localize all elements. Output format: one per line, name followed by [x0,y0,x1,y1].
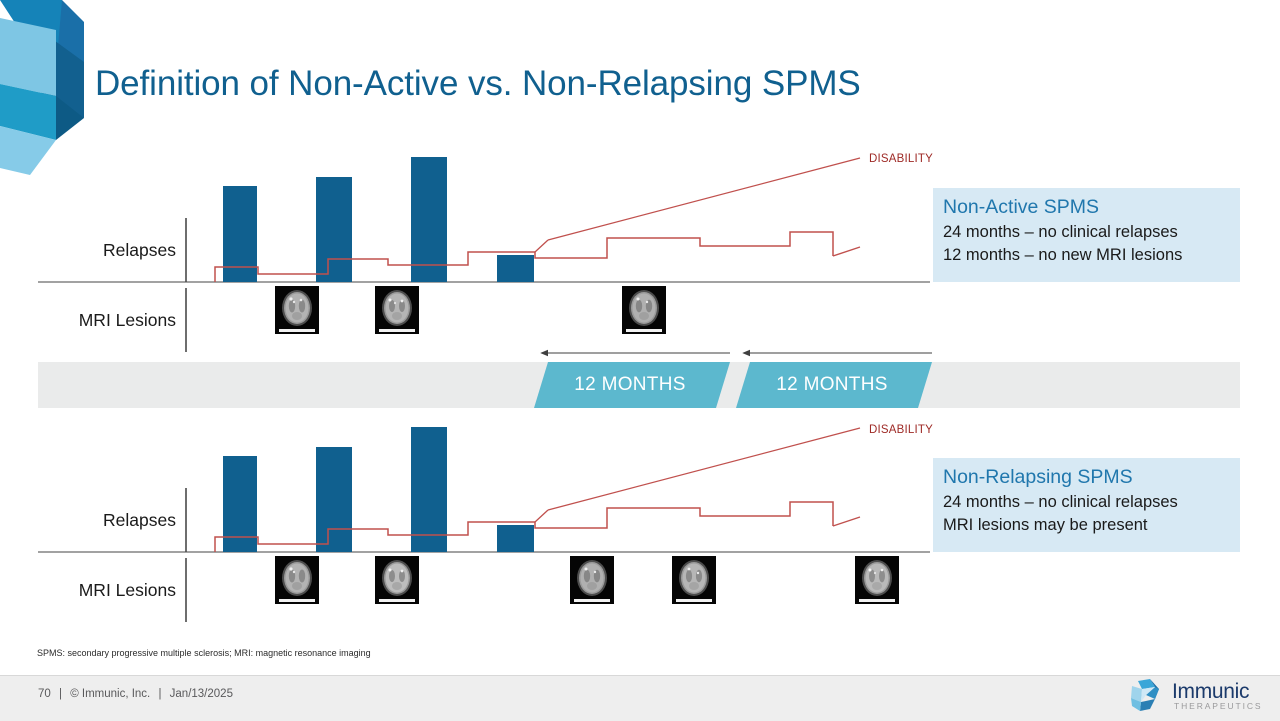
footer-separator: | [158,688,162,700]
mri-thumbnail[interactable] [275,556,319,604]
info-box-line-1: 24 months – no clinical relapses [943,493,1178,511]
relapse-bar [411,427,447,552]
info-box-line-1: 24 months – no clinical relapses [943,223,1178,241]
disability-step-line [214,231,834,282]
panel-non-active-spms: Relapses MRI Lesions [0,140,1280,355]
info-box-non-relapsing-spms: Non-Relapsing SPMS 24 months – no clinic… [933,458,1240,552]
footer-separator: | [59,688,62,700]
disability-trend-start [534,239,549,253]
axis-label-mri-lesions: MRI Lesions [78,310,176,330]
disability-rise-connector [832,516,861,527]
chart-bottom [38,427,930,622]
axis-label-mri-lesions: MRI Lesions [78,580,176,600]
footnote-abbreviations: SPMS: secondary progressive multiple scl… [37,648,371,658]
relapse-bar [223,186,257,282]
info-box-line-2: 12 months – no new MRI lesions [943,245,1183,264]
month-span-arrows [540,349,932,357]
relapse-bar [497,255,534,282]
info-box-title: Non-Active SPMS [943,196,1100,218]
copyright-text: © Immunic, Inc. [70,688,151,700]
footer-meta: 70 | © Immunic, Inc. | Jan/13/2025 [38,688,233,700]
footer-bar [0,675,1280,721]
mri-thumbnail[interactable] [570,556,614,604]
immunic-logo-tagline: THERAPEUTICS [1174,701,1263,711]
relapse-bar [411,157,447,282]
band-segment-label: 12 MONTHS [574,374,686,395]
relapse-bar [223,456,257,552]
disability-trend-start [534,509,549,523]
axis-label-relapses: Relapses [103,240,176,260]
info-box-line-2: MRI lesions may be present [943,515,1148,534]
decorative-corner-graphic [0,0,110,175]
disability-trend-line [547,427,861,511]
disability-trend-line [547,157,861,241]
disability-label-bottom: DISABILITY [869,424,933,436]
info-box-title: Non-Relapsing SPMS [943,466,1133,488]
mri-thumbnail[interactable] [855,556,899,604]
page-number: 70 [38,688,51,700]
disability-rise-connector [832,246,861,257]
page-title: Definition of Non-Active vs. Non-Relapsi… [95,64,861,104]
immunic-logo-wordmark: Immunic [1172,680,1250,703]
band-segment-12-months-second: 12 MONTHS [736,362,932,408]
disability-step-line [214,501,834,552]
axis-label-relapses: Relapses [103,510,176,530]
immunic-logo-mark [1128,678,1166,719]
band-segment-12-months-first: 12 MONTHS [534,362,730,408]
info-box-non-active-spms: Non-Active SPMS 24 months – no clinical … [933,188,1240,282]
mri-thumbnail[interactable] [672,556,716,604]
mri-thumbnail[interactable] [375,556,419,604]
mri-thumbnail[interactable] [622,286,666,334]
panel-non-relapsing-spms: Relapses MRI Lesions [0,410,1280,625]
relapse-bar [497,525,534,552]
footer-date: Jan/13/2025 [169,688,233,700]
relapse-bar [316,177,352,282]
disability-label-top: DISABILITY [869,153,933,165]
band-segment-label: 12 MONTHS [776,374,888,395]
mri-thumbnail[interactable] [275,286,319,334]
mri-thumbnail[interactable] [375,286,419,334]
chart-top [38,157,930,352]
relapse-bar [316,447,352,552]
